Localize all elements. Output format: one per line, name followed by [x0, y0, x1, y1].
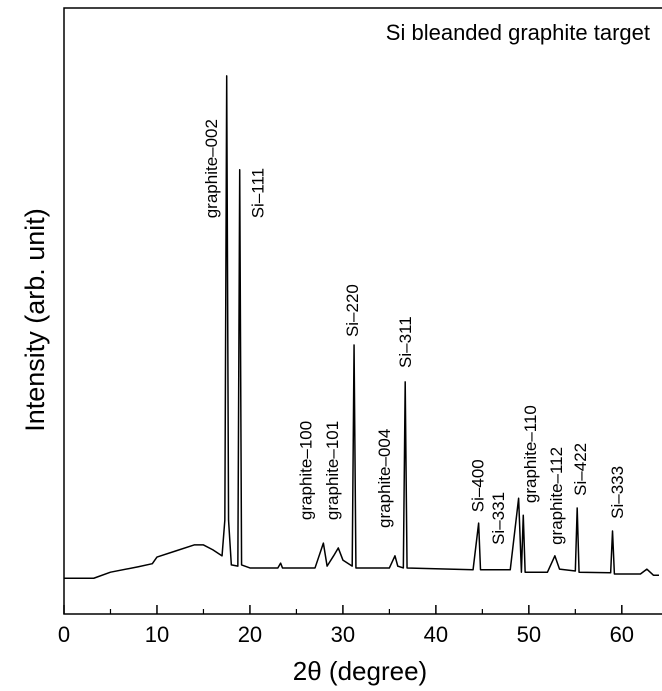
peak-label: Si–333	[608, 466, 627, 519]
peak-label: graphite–101	[323, 421, 342, 520]
chart-title: Si bleanded graphite target	[386, 20, 650, 45]
x-tick-label: 60	[610, 622, 634, 647]
peak-label: graphite–112	[547, 447, 566, 545]
x-tick-label: 50	[517, 622, 541, 647]
peak-label: graphite–110	[521, 405, 540, 503]
plot-frame	[63, 7, 662, 615]
peak-label: graphite–002	[202, 119, 221, 218]
x-tick-label: 10	[145, 622, 169, 647]
peak-label: graphite–100	[297, 421, 316, 520]
x-axis-label: 2θ (degree)	[293, 656, 427, 686]
x-tick-label: 30	[331, 622, 355, 647]
x-tick-label: 0	[58, 622, 70, 647]
y-axis-label: Intensity (arb. unit)	[20, 208, 50, 432]
peak-label: Si–331	[489, 492, 508, 545]
x-tick-label: 40	[424, 622, 448, 647]
peak-label: Si–422	[571, 443, 590, 496]
peak-label: Si–220	[343, 284, 362, 337]
intensity-line	[64, 75, 659, 579]
peak-label: Si–400	[469, 459, 488, 512]
peak-label: Si–111	[248, 168, 267, 218]
peak-label: Si–311	[396, 316, 415, 368]
peak-label: graphite–004	[375, 429, 394, 528]
x-tick-label: 20	[238, 622, 262, 647]
